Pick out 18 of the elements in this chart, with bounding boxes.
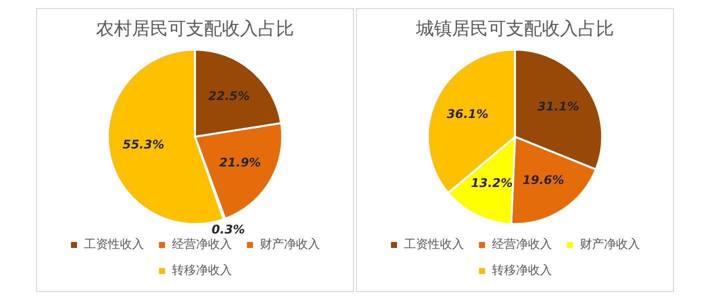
- data-label: 13.2%: [471, 176, 513, 190]
- legend-label: 转移净收入: [172, 263, 232, 278]
- legend-label: 工资性收入: [84, 237, 144, 252]
- legend-label: 转移净收入: [492, 263, 552, 278]
- legend-label: 财产净收入: [580, 237, 640, 252]
- data-label: 31.1%: [538, 100, 580, 114]
- data-label: 36.1%: [446, 106, 488, 121]
- legend-label: 经营净收入: [172, 237, 232, 252]
- data-label: 55.3%: [122, 138, 164, 152]
- chart-title: 农村居民可支配收入占比: [96, 18, 294, 40]
- legend-label: 工资性收入: [404, 237, 464, 252]
- chart-title: 城镇居民可支配收入占比: [415, 18, 614, 40]
- legend-label: 经营净收入: [492, 237, 552, 252]
- data-label: 0.3%: [212, 222, 245, 236]
- data-label: 22.5%: [208, 89, 250, 104]
- data-label: 21.9%: [219, 155, 261, 170]
- legend-label: 财产净收入: [260, 237, 320, 252]
- data-label: 19.6%: [522, 172, 564, 187]
